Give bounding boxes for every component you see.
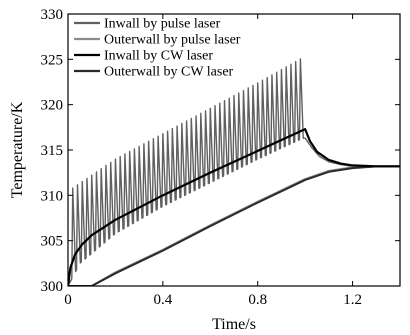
y-tick-label: 310 [41,188,64,204]
series-line-0 [68,58,400,286]
legend-label-3: Outerwall by CW laser [104,65,234,80]
series-line-3 [68,165,400,286]
x-axis-label: Time/s [212,316,256,333]
ticks-layer: 0 0.4 0.8 1.2 300 305 310 315 320 325 330 [41,7,400,308]
x-tick-label: 0.4 [153,292,172,308]
series-line-2 [68,128,400,286]
y-tick-label: 320 [41,98,64,114]
y-tick-label: 315 [41,143,64,159]
series-layer [68,58,400,286]
x-tick-label: 0 [64,292,72,308]
x-tick-label: 0.8 [248,292,267,308]
legend-label-2: Inwall by CW laser [104,49,213,64]
y-tick-label: 305 [41,234,64,250]
y-tick-label: 300 [41,279,64,295]
x-tick-label: 1.2 [343,292,362,308]
y-axis-label: Temperature/K [9,101,26,198]
y-tick-label: 325 [41,52,64,68]
y-tick-label: 330 [41,7,64,23]
legend-label-0: Inwall by pulse laser [104,17,221,32]
legend-label-1: Outerwall by pulse laser [104,33,241,48]
